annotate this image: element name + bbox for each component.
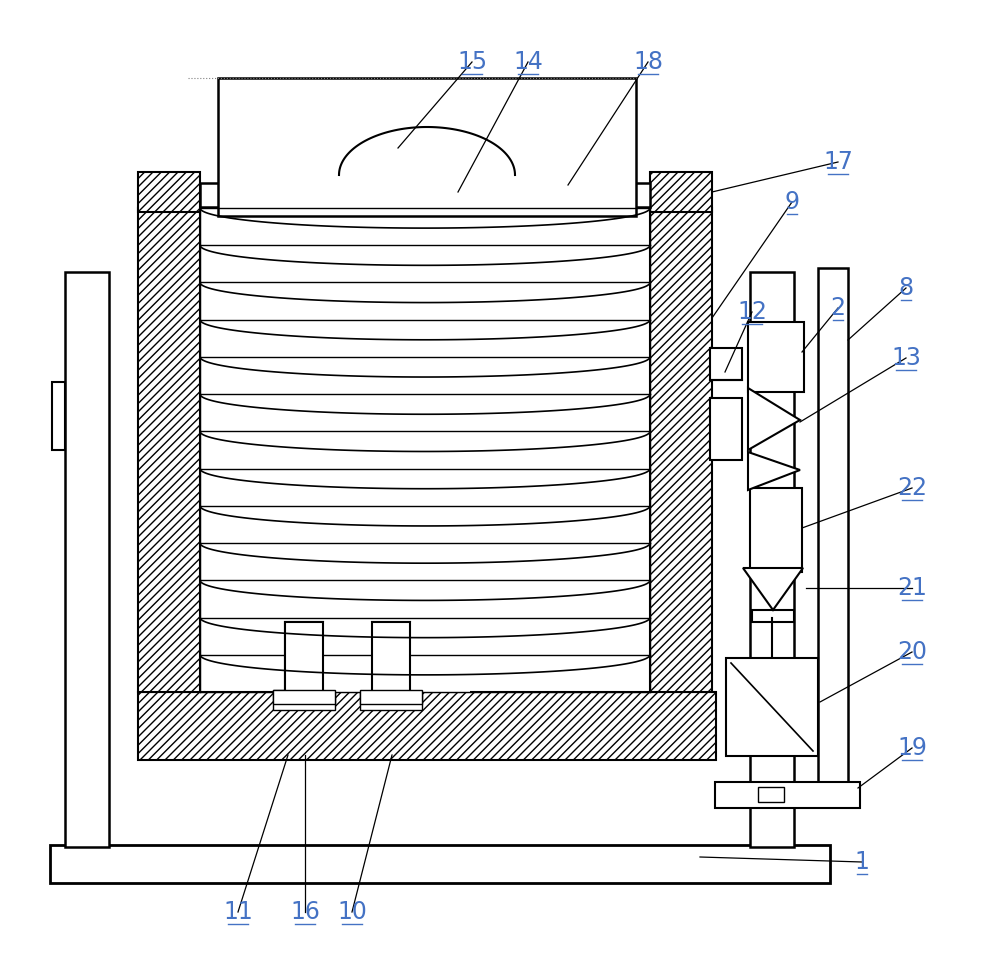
Bar [360, 690, 422, 704]
Text: 12: 12 [737, 300, 767, 324]
Polygon shape [748, 452, 800, 490]
Bar [758, 787, 784, 802]
Text: 18: 18 [633, 50, 663, 74]
Polygon shape [748, 388, 800, 450]
Bar [750, 272, 794, 847]
Bar [360, 690, 422, 710]
Bar [218, 78, 636, 216]
Bar [372, 622, 410, 692]
Bar [52, 382, 65, 450]
Text: 13: 13 [891, 346, 921, 370]
Polygon shape [743, 568, 803, 610]
Bar [138, 208, 200, 692]
Bar [65, 272, 109, 847]
Text: 19: 19 [897, 736, 927, 760]
Bar [285, 622, 323, 692]
Bar [715, 782, 860, 808]
Bar [748, 322, 804, 392]
Bar [200, 183, 650, 207]
Text: 21: 21 [897, 576, 927, 600]
Bar [650, 208, 712, 692]
Text: 1: 1 [855, 850, 869, 874]
Text: 2: 2 [830, 296, 846, 320]
Bar [285, 622, 323, 692]
Bar [138, 172, 200, 212]
Text: 14: 14 [513, 50, 543, 74]
Bar [752, 610, 794, 622]
Bar [710, 398, 742, 460]
Text: 8: 8 [898, 276, 914, 300]
Bar [726, 658, 818, 756]
Bar [273, 690, 335, 710]
Text: 9: 9 [784, 190, 800, 214]
Text: 10: 10 [337, 900, 367, 924]
Bar [650, 172, 712, 212]
Bar [750, 488, 802, 572]
Bar [273, 690, 335, 704]
Bar [138, 692, 716, 760]
Text: 16: 16 [290, 900, 320, 924]
Text: 11: 11 [223, 900, 253, 924]
Text: 22: 22 [897, 476, 927, 500]
Bar [285, 622, 470, 692]
Bar [710, 348, 742, 380]
Text: 20: 20 [897, 640, 927, 664]
Text: 17: 17 [823, 150, 853, 174]
Bar [50, 845, 830, 883]
Bar [818, 268, 848, 784]
Bar [372, 622, 410, 692]
Text: 15: 15 [457, 50, 487, 74]
